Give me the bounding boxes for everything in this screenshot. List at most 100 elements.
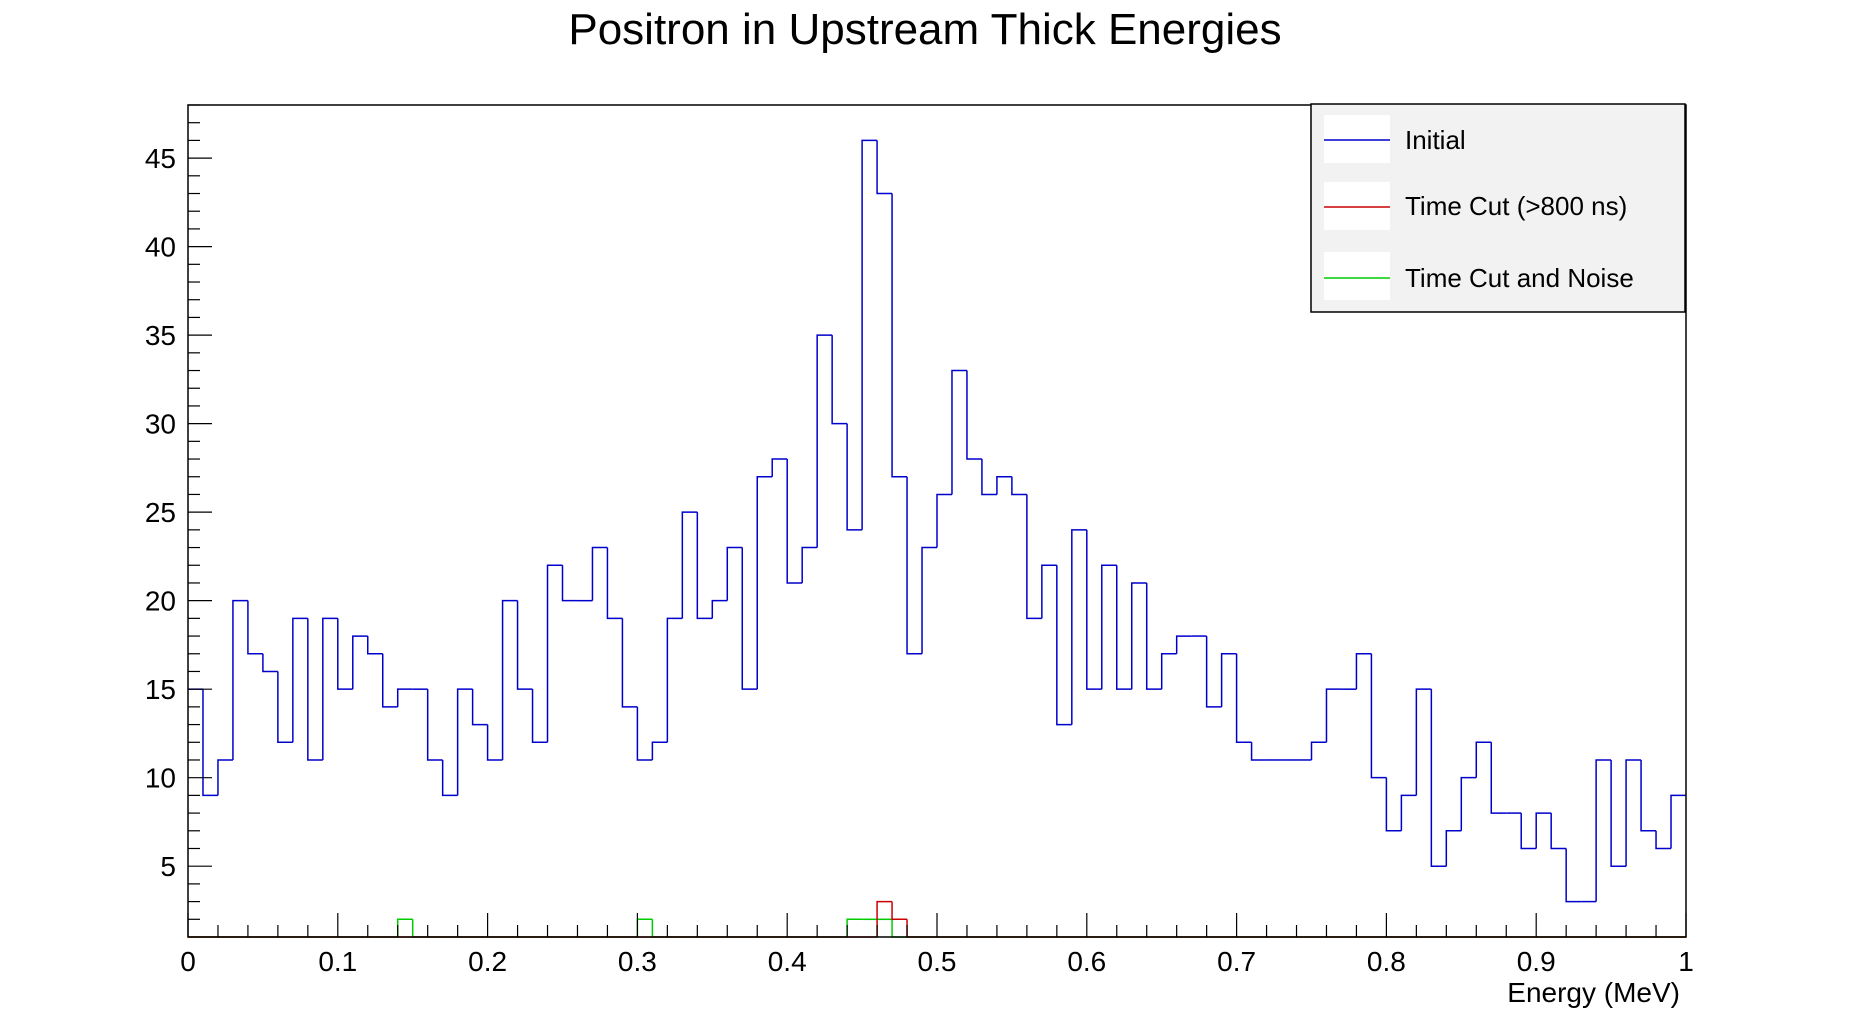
histogram-bin [1205, 636, 1222, 708]
histogram-bin [1056, 565, 1072, 726]
histogram-bin [1130, 582, 1147, 690]
histogram-bin [1370, 653, 1387, 779]
histogram-bin [531, 689, 548, 744]
histogram-bin [337, 618, 353, 690]
histogram-bin [426, 689, 443, 761]
histogram-bin [277, 671, 293, 744]
x-tick-label: 0.1 [318, 946, 357, 977]
histogram-bin [352, 635, 368, 690]
histogram-bin [217, 759, 233, 796]
histogram-bin [876, 140, 893, 195]
histogram-bin [861, 139, 878, 530]
histogram-bin [501, 599, 518, 760]
histogram-bin [1250, 742, 1267, 761]
histogram-bin [307, 618, 323, 761]
x-tick-label: 1 [1678, 946, 1694, 977]
x-axis-ticks: 0 0.1 0.2 0.3 0.4 0.5 0.6 0.7 0.8 0.9 1 [180, 913, 1694, 977]
histogram-bin [1640, 759, 1657, 832]
legend-label: Initial [1405, 125, 1466, 155]
histogram-bin [996, 475, 1012, 495]
y-tick-label: 40 [145, 232, 176, 263]
legend-swatch-bg [1324, 182, 1390, 230]
histogram-bin [322, 617, 338, 760]
histogram-bin [1670, 794, 1686, 849]
histogram-bin [681, 511, 698, 619]
histogram-bin [247, 600, 263, 655]
y-tick-label: 10 [145, 763, 176, 794]
histogram-bin [891, 919, 908, 938]
histogram-bin [1415, 688, 1432, 796]
histogram-bin [1385, 777, 1402, 832]
histogram-bin [696, 512, 713, 620]
histogram-bin [1520, 813, 1537, 850]
y-tick-label: 20 [145, 586, 176, 617]
x-tick-label: 0.6 [1067, 946, 1106, 977]
histogram-bin [621, 618, 638, 708]
histogram-bin [396, 918, 413, 937]
x-tick-label: 0.2 [468, 946, 507, 977]
x-tick-label: 0 [180, 946, 196, 977]
histogram-bin [756, 475, 773, 690]
legend-entry-time-cut-noise: Time Cut and Noise [1324, 252, 1634, 300]
histogram-bin [1116, 565, 1132, 690]
histogram-bin [786, 459, 803, 584]
y-tick-label: 25 [145, 497, 176, 528]
histogram-bin [367, 636, 383, 655]
histogram-bin [816, 334, 833, 548]
histogram-bin [1041, 564, 1057, 619]
histogram-bin [1550, 813, 1567, 850]
histogram-bin [456, 688, 473, 796]
histogram-bin [951, 369, 967, 495]
histogram-bin [202, 689, 218, 797]
histogram-bin [1175, 635, 1192, 654]
x-tick-label: 0.3 [618, 946, 657, 977]
histogram-bin [1430, 689, 1447, 867]
histogram-bin [906, 476, 923, 655]
histogram-bin [651, 919, 668, 938]
x-tick-label: 0.7 [1217, 946, 1256, 977]
histogram-bin [891, 193, 908, 478]
histogram-bin [262, 653, 278, 673]
histogram-bin [1625, 759, 1642, 867]
histogram-bin [1026, 494, 1042, 620]
histogram-bin [1011, 476, 1027, 496]
histogram-bin [636, 918, 653, 937]
histogram-bin [1145, 582, 1162, 690]
x-tick-label: 0.9 [1517, 946, 1556, 977]
histogram-bin [1310, 741, 1327, 760]
chart-title: Positron in Upstream Thick Energies [568, 5, 1281, 54]
histogram-bin [921, 546, 937, 654]
y-axis-ticks: 5 10 15 20 25 30 35 40 45 [145, 104, 212, 920]
histogram-bin [831, 335, 848, 425]
histogram-bin [651, 741, 668, 760]
histogram-bin [741, 547, 758, 690]
histogram-bin [591, 546, 608, 601]
histogram-bin [441, 759, 458, 797]
histogram-bin [232, 599, 248, 760]
histogram-bin [292, 617, 308, 743]
histogram-bin [981, 459, 997, 496]
histogram-bin [846, 423, 863, 531]
histogram-bin [1460, 776, 1477, 831]
histogram-bin [1101, 564, 1117, 690]
legend-entry-initial: Initial [1324, 115, 1466, 163]
histogram-bin [1595, 759, 1612, 902]
histogram-bin [801, 546, 818, 583]
legend: Initial Time Cut (>800 ns) Time Cut and … [1310, 103, 1686, 313]
histogram-bin [1475, 741, 1492, 778]
y-tick-label: 30 [145, 409, 176, 440]
legend-label: Time Cut and Noise [1405, 263, 1634, 293]
histogram-bin [1220, 653, 1237, 707]
histogram-bin [936, 493, 952, 548]
histogram-bin [906, 919, 923, 938]
histogram-bin [891, 901, 908, 921]
x-axis-label: Energy (MeV) [1507, 977, 1680, 1008]
histogram-bin [636, 706, 653, 761]
histogram-bin [666, 617, 683, 743]
histogram-bin [1490, 742, 1507, 814]
histogram-bin [1235, 653, 1252, 744]
histogram-bin [846, 918, 863, 937]
histogram-bin [966, 370, 982, 460]
histogram-bin [1325, 688, 1342, 743]
